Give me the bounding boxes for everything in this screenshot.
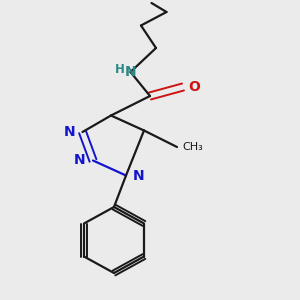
Text: N: N <box>125 65 136 79</box>
Text: N: N <box>133 169 144 182</box>
Text: N: N <box>63 125 75 139</box>
Text: CH₃: CH₃ <box>182 142 203 152</box>
Text: H: H <box>115 63 125 76</box>
Text: N: N <box>74 154 85 167</box>
Text: O: O <box>188 80 200 94</box>
